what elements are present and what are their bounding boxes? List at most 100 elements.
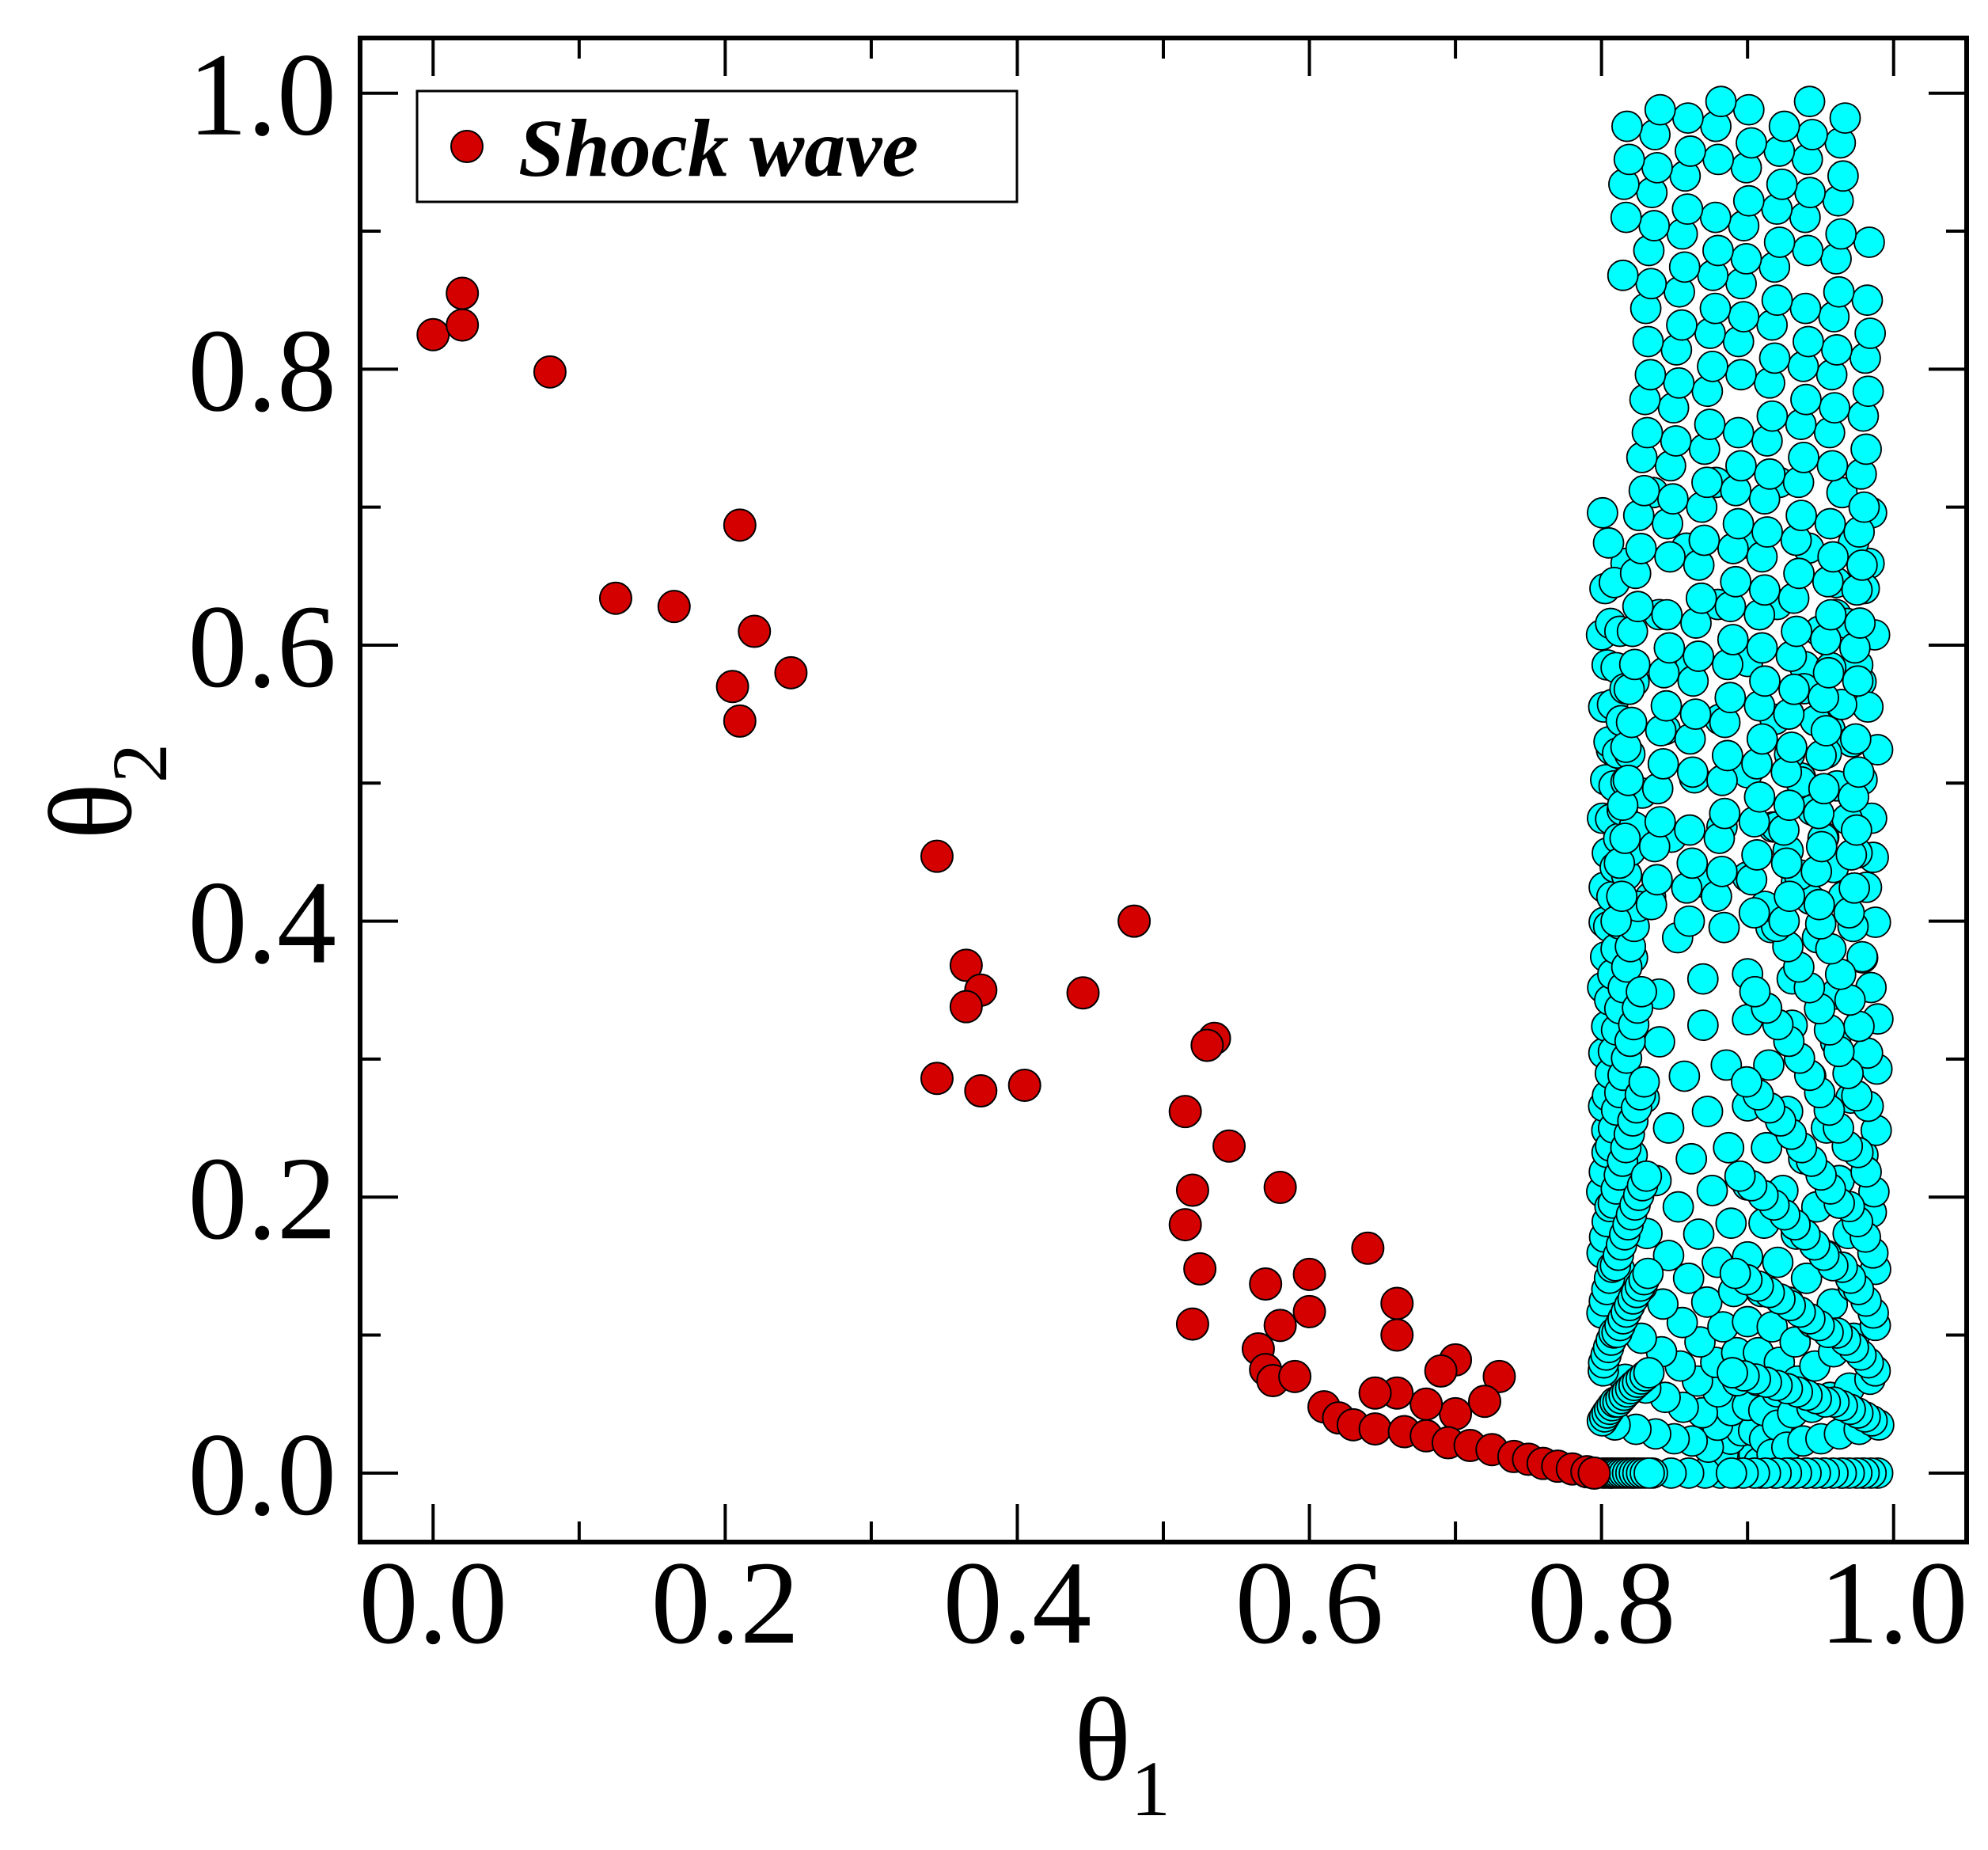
cyan-point [1792,234,1824,267]
cyan-point [1644,806,1676,838]
cyan-point [1812,656,1845,689]
plot-frame [358,36,1969,1544]
cyan-point [1793,85,1826,118]
cyan-point [1671,193,1704,226]
svg-text:θ1: θ1 [1074,1674,1170,1833]
shock-wave-point [1263,1309,1297,1343]
shock-wave-point [1007,1069,1041,1103]
shock-wave-point [723,704,757,738]
cyan-point [1663,367,1695,399]
cyan-point [1715,1457,1747,1489]
cyan-point [1848,491,1880,523]
cyan-point [1820,334,1853,366]
cyan-point [1722,507,1755,540]
cyan-point [1676,847,1709,879]
shock-wave-point [964,1074,998,1107]
cyan-point [1633,1457,1665,1489]
cyan-point [1749,665,1781,697]
shock-wave-point [1358,1376,1392,1410]
cyan-point [1736,127,1767,159]
cyan-point [1717,1357,1748,1388]
cyan-point [1753,1049,1785,1081]
cyan-point [1705,85,1737,118]
cyan-point [1653,632,1686,664]
cyan-point [1696,1174,1728,1206]
cyan-point [1654,541,1686,573]
cyan-point [1690,1286,1723,1318]
shock-wave-point [715,670,749,704]
cyan-point [1625,533,1657,564]
cyan-point [1793,325,1824,358]
cyan-point [1719,1257,1751,1290]
cyan-point [1788,442,1819,473]
shock-wave-point [1278,1359,1312,1393]
shock-wave-point [1175,1307,1209,1341]
shock-wave-point [1168,1208,1202,1242]
cyan-point [1754,458,1786,490]
cyan-point [1711,739,1743,772]
cyan-point [1699,201,1732,234]
cyan-point [1773,789,1805,822]
y-tick-label: 0.4 [188,857,337,989]
cyan-point [1810,715,1842,746]
shock-wave-point [1439,1396,1473,1430]
cyan-point [1638,210,1671,241]
cyan-point [1697,350,1728,382]
legend-box [415,89,1019,203]
cyan-point [1666,309,1698,341]
shock-wave-point [1249,1267,1283,1301]
cyan-point [1720,565,1752,598]
cyan-point [1823,275,1855,308]
cyan-point [1728,301,1760,333]
cyan-point [1751,516,1783,548]
cyan-point [1840,814,1872,846]
svg-text:θ2: θ2 [25,743,184,840]
shock-wave-point [774,655,808,689]
cyan-point [1630,1160,1663,1192]
y-tick-label: 1.0 [188,29,337,161]
shock-wave-point [920,839,954,873]
shock-wave-point [1117,904,1151,938]
cyan-point [1756,400,1789,432]
cyan-point [1691,466,1723,499]
shock-wave-point [1351,1231,1385,1265]
cyan-point [1842,756,1875,788]
cyan-point [1816,450,1849,482]
cyan-point [1853,226,1885,258]
cyan-point [1774,880,1806,913]
cyan-point [1644,93,1676,126]
cyan-point [1751,1131,1783,1164]
cyan-point [1699,292,1732,325]
y-axis-title: θ2 [25,743,184,840]
cyan-point [1852,375,1884,408]
cyan-point [1609,822,1641,854]
cyan-point [1672,102,1704,135]
cyan-point [1741,839,1774,871]
cyan-point [1710,1049,1743,1081]
cyan-point [1843,1010,1875,1043]
shock-wave-point [657,590,691,624]
cyan-point [1633,1357,1665,1388]
shock-wave-point [1263,1171,1297,1205]
cyan-point [1709,797,1741,830]
shock-wave-point [1066,976,1100,1010]
legend: Shock wave [415,89,1019,203]
shock-wave-point [949,990,983,1024]
cyan-point [1610,201,1642,234]
shock-wave-point [598,581,632,615]
cyan-point [1796,119,1828,150]
shock-wave-point [1380,1318,1414,1352]
shock-wave-point [1577,1456,1611,1490]
cyan-point [1615,706,1648,739]
x-tick-label: 0.8 [1527,1537,1676,1669]
cyan-point [1805,830,1838,863]
cyan-point [1651,598,1683,631]
cyan-point [1739,975,1771,1008]
cyan-point [1794,177,1827,209]
cyan-point [1714,682,1747,714]
cyan-point [1650,689,1683,722]
cyan-point [1622,591,1654,623]
cyan-point [1652,1112,1685,1144]
cyan-point [1783,557,1815,590]
